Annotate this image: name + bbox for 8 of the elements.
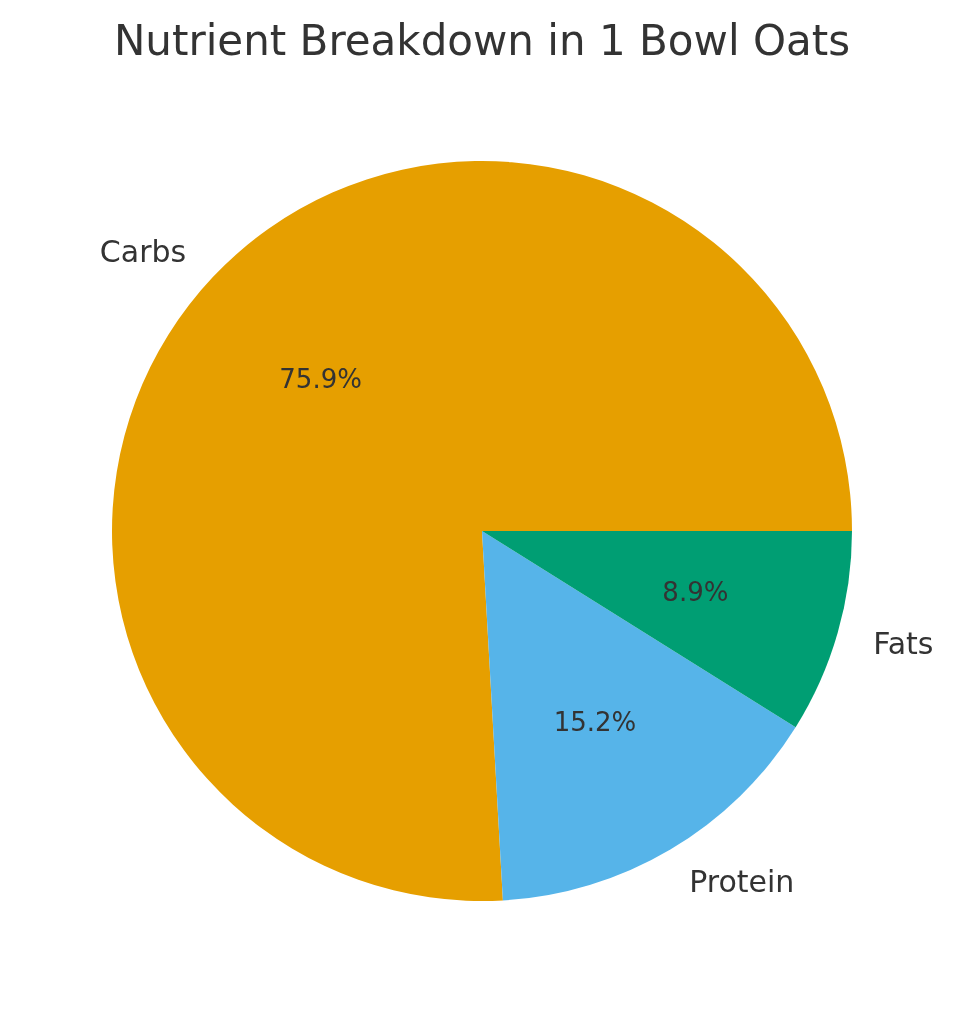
data-label: 8.9%	[662, 577, 729, 608]
data-label: 15.2%	[553, 707, 637, 738]
slice-label: Fats	[873, 625, 934, 661]
pie-slice	[482, 531, 796, 901]
chart-title: Nutrient Breakdown in 1 Bowl Oats	[113, 16, 851, 65]
data-label: 75.9%	[279, 363, 362, 394]
slice-label: Protein	[689, 863, 795, 899]
slice-label: Carbs	[99, 233, 187, 269]
